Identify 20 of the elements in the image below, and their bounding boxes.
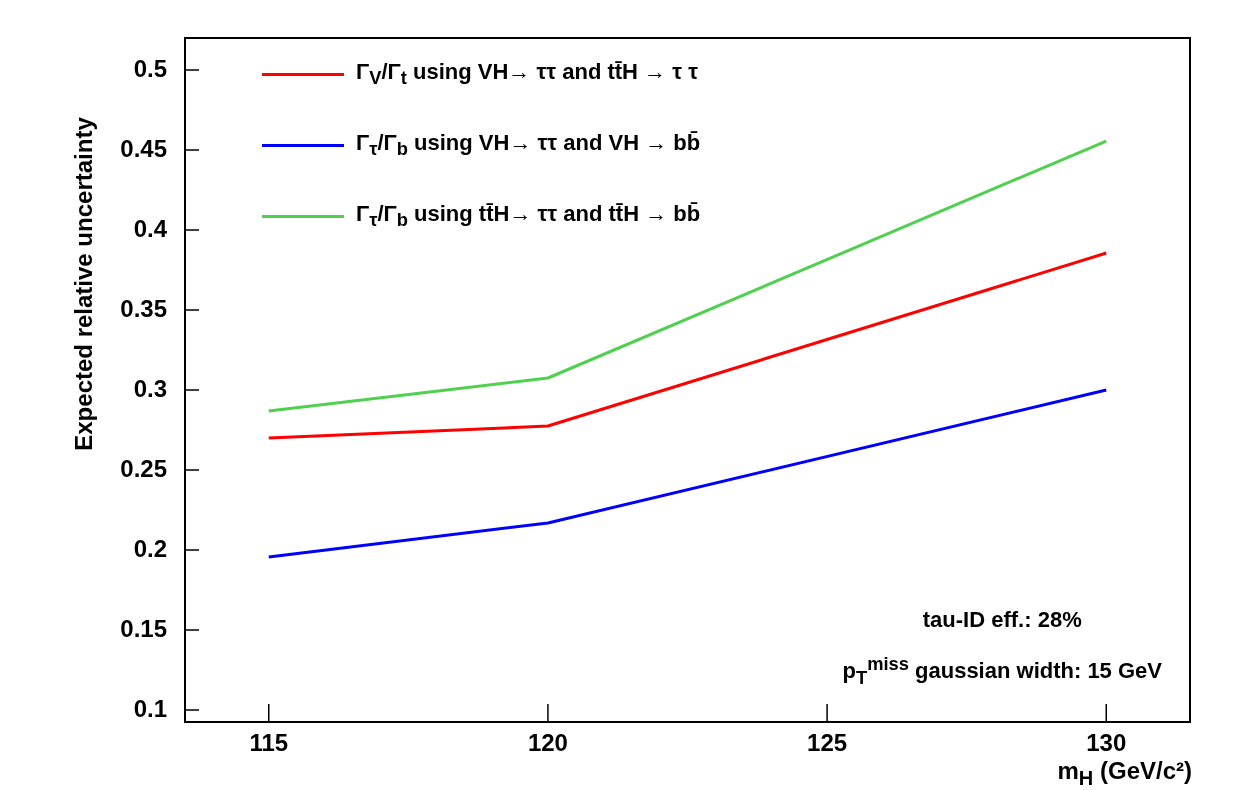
y-tick-label: 0.5 bbox=[133, 54, 167, 82]
x-axis-title: m$_{H}$ (GeV/c²) bbox=[1057, 757, 1192, 790]
y-tick-label: 0.4 bbox=[133, 214, 168, 242]
x-tick-label: 115 bbox=[249, 729, 289, 757]
legend-label: Γ$_{τ}$/Γ$_{b}$ using VH→ ττ and VH → bb̄ bbox=[356, 129, 701, 161]
y-tick-label: 0.25 bbox=[120, 454, 167, 482]
y-tick-label: 0.15 bbox=[120, 614, 167, 642]
legend-label: Γ$_{V}$/Γ$_{t}$ using VH→ ττ and tt̄H → τ τ bbox=[356, 58, 698, 90]
y-tick-label: 0.2 bbox=[133, 534, 167, 562]
y-tick-label: 0.1 bbox=[133, 694, 167, 722]
legend-label: Γ$_{τ}$/Γ$_{b}$ using tt̄H→ ττ and tt̄H → bb̄ bbox=[356, 200, 701, 232]
y-tick-label: 0.35 bbox=[120, 294, 167, 322]
x-tick-label: 120 bbox=[527, 729, 568, 757]
x-tick-label: 130 bbox=[1086, 729, 1127, 757]
annotation: p$_{T}$$^{miss}$ gaussian width: 15 GeV bbox=[842, 652, 1162, 690]
y-tick-label: 0.3 bbox=[133, 374, 167, 402]
y-tick-label: 0.45 bbox=[120, 134, 167, 162]
y-axis-title: Expected relative uncertainty bbox=[70, 117, 98, 451]
x-tick-label: 125 bbox=[807, 729, 848, 757]
annotation: tau-ID eff.: 28% bbox=[921, 606, 1083, 634]
